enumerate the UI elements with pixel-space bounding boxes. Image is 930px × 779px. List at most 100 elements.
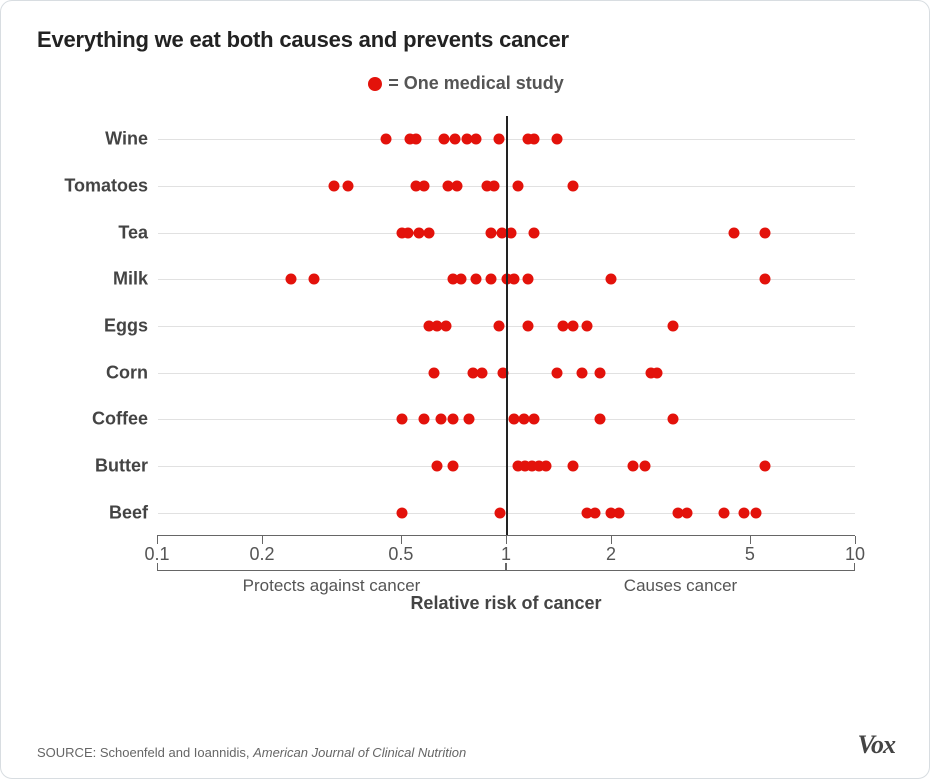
data-point [440,321,451,332]
data-point [413,227,424,238]
data-point [759,274,770,285]
source-line: SOURCE: Schoenfeld and Ioannidis, Americ… [37,745,466,760]
data-point [463,414,474,425]
x-tick [855,536,856,544]
data-point [411,134,422,145]
data-point [606,274,617,285]
data-point [396,414,407,425]
data-point [424,227,435,238]
data-point [529,414,540,425]
data-point [627,461,638,472]
data-point [342,181,353,192]
x-tick [262,536,263,544]
data-point [552,367,563,378]
source-prefix: SOURCE: Schoenfeld and Ioannidis, [37,745,253,760]
data-point [285,274,296,285]
data-point [581,321,592,332]
data-point [718,507,729,518]
data-point [429,367,440,378]
data-point [419,181,430,192]
data-point [667,321,678,332]
category-label: Eggs [33,316,148,337]
data-point [640,461,651,472]
category-label: Butter [33,456,148,477]
x-tick [750,536,751,544]
data-point [590,507,601,518]
data-point [577,367,588,378]
data-point [508,274,519,285]
infographic-card: Everything we eat both causes and preven… [0,0,930,779]
data-point [759,461,770,472]
data-point [513,181,524,192]
data-point [552,134,563,145]
data-point [567,181,578,192]
category-label: Wine [33,129,148,150]
data-point [495,507,506,518]
center-reference-line [506,116,508,536]
category-label: Milk [33,269,148,290]
brand-logo: Vox [858,730,895,760]
data-point [471,274,482,285]
data-point [667,414,678,425]
data-point [308,274,319,285]
data-point [447,461,458,472]
x-tick-label: 0.2 [250,544,275,565]
x-axis: 0.10.20.512510Protects against cancerCau… [157,535,855,536]
x-tick-label: 0.1 [144,544,169,565]
data-point [438,134,449,145]
data-point [436,414,447,425]
range-bracket [506,570,855,571]
legend: = One medical study [37,73,895,94]
data-point [380,134,391,145]
data-point [729,227,740,238]
data-point [541,461,552,472]
x-tick-label: 5 [745,544,755,565]
data-point [402,227,413,238]
data-point [529,134,540,145]
x-tick [506,536,507,544]
data-point [738,507,749,518]
x-tick [157,536,158,544]
data-point [419,414,430,425]
x-axis-title: Relative risk of cancer [157,593,855,614]
x-tick-label: 0.5 [388,544,413,565]
data-point [447,414,458,425]
category-label: Corn [33,362,148,383]
data-point [529,227,540,238]
category-label: Tea [33,222,148,243]
data-point [485,227,496,238]
data-point [471,134,482,145]
data-point [759,227,770,238]
data-point [751,507,762,518]
data-point [682,507,693,518]
data-point [493,321,504,332]
plot-area: WineTomatoesTeaMilkEggsCornCoffeeButterB… [157,116,855,586]
data-point [329,181,340,192]
data-point [613,507,624,518]
x-tick [401,536,402,544]
data-point [522,321,533,332]
category-label: Beef [33,502,148,523]
data-point [431,461,442,472]
data-point [485,274,496,285]
data-point [455,274,466,285]
data-point [493,134,504,145]
category-label: Coffee [33,409,148,430]
data-point [449,134,460,145]
x-tick [611,536,612,544]
x-tick-label: 1 [501,544,511,565]
data-point [476,367,487,378]
source-publication: American Journal of Clinical Nutrition [253,745,466,760]
data-point [594,367,605,378]
data-point [518,414,529,425]
legend-text: = One medical study [388,73,564,94]
scatter-plot: WineTomatoesTeaMilkEggsCornCoffeeButterB… [157,116,855,536]
x-tick-label: 10 [845,544,865,565]
data-point [567,321,578,332]
data-point [567,461,578,472]
data-point [594,414,605,425]
data-point [522,274,533,285]
legend-dot-icon [368,77,382,91]
category-label: Tomatoes [33,176,148,197]
footer: SOURCE: Schoenfeld and Ioannidis, Americ… [37,730,895,760]
